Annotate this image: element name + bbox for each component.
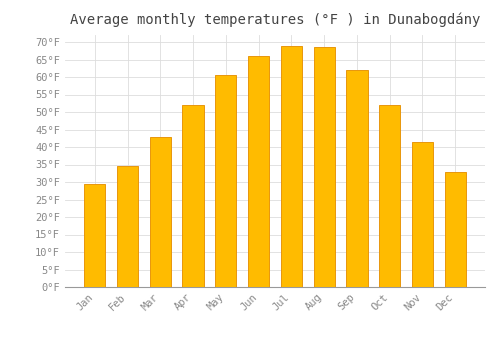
Bar: [84, 184, 106, 287]
Bar: [117, 166, 138, 287]
Bar: [248, 56, 270, 287]
Bar: [346, 70, 368, 287]
Bar: [215, 75, 236, 287]
Bar: [314, 47, 335, 287]
Bar: [412, 142, 433, 287]
Bar: [182, 105, 204, 287]
Bar: [379, 105, 400, 287]
Bar: [444, 172, 466, 287]
Bar: [150, 136, 171, 287]
Bar: [280, 46, 302, 287]
Title: Average monthly temperatures (°F ) in Dunabogdány: Average monthly temperatures (°F ) in Du…: [70, 12, 480, 27]
